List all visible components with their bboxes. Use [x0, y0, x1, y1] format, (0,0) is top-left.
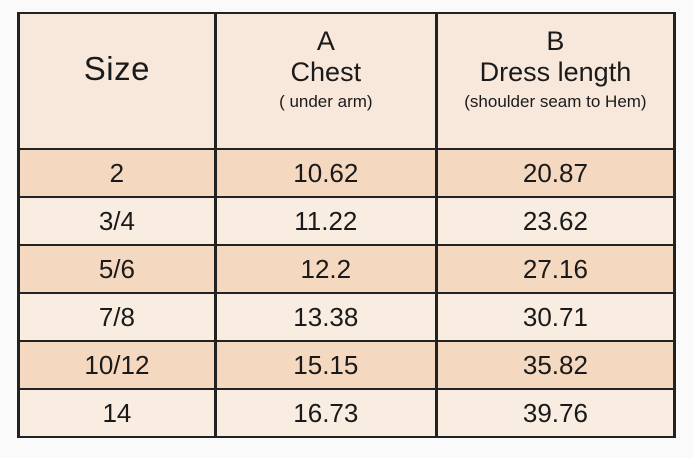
chest-column-subtitle: ( under arm) [279, 92, 373, 112]
size-cell: 3/4 [17, 196, 217, 246]
table-row: 10/12 15.15 35.82 [17, 340, 677, 390]
size-cell: 7/8 [17, 292, 217, 342]
dress-length-column-subtitle: (shoulder seam to Hem) [464, 92, 647, 112]
size-cell: 14 [17, 388, 217, 438]
chest-column-letter: A [316, 25, 335, 56]
table-row: 2 10.62 20.87 [17, 148, 677, 198]
table-row: 14 16.73 39.76 [17, 388, 677, 438]
chest-cell: 12.2 [213, 244, 438, 294]
chest-column-title: Chest [290, 57, 362, 88]
header-row: Size A Chest ( under arm) B Dress length… [17, 12, 677, 150]
dress-length-cell: 20.87 [434, 148, 677, 198]
column-header-size: Size [17, 12, 217, 150]
table-row: 5/6 12.2 27.16 [17, 244, 677, 294]
chest-cell: 13.38 [213, 292, 438, 342]
size-cell: 5/6 [17, 244, 217, 294]
chest-cell: 10.62 [213, 148, 438, 198]
size-cell: 10/12 [17, 340, 217, 390]
size-chart-table: Size A Chest ( under arm) B Dress length… [17, 12, 677, 438]
table-row: 3/4 11.22 23.62 [17, 196, 677, 246]
chest-cell: 15.15 [213, 340, 438, 390]
dress-length-cell: 39.76 [434, 388, 677, 438]
size-cell: 2 [17, 148, 217, 198]
chest-cell: 16.73 [213, 388, 438, 438]
table-row: 7/8 13.38 30.71 [17, 292, 677, 342]
chest-cell: 11.22 [213, 196, 438, 246]
dress-length-column-title: Dress length [479, 57, 632, 88]
column-header-chest: A Chest ( under arm) [213, 12, 438, 150]
size-column-title: Size [83, 50, 150, 87]
dress-length-cell: 35.82 [434, 340, 677, 390]
dress-length-cell: 23.62 [434, 196, 677, 246]
dress-length-column-letter: B [546, 25, 565, 56]
dress-length-cell: 27.16 [434, 244, 677, 294]
column-header-dress-length: B Dress length (shoulder seam to Hem) [434, 12, 677, 150]
dress-length-cell: 30.71 [434, 292, 677, 342]
